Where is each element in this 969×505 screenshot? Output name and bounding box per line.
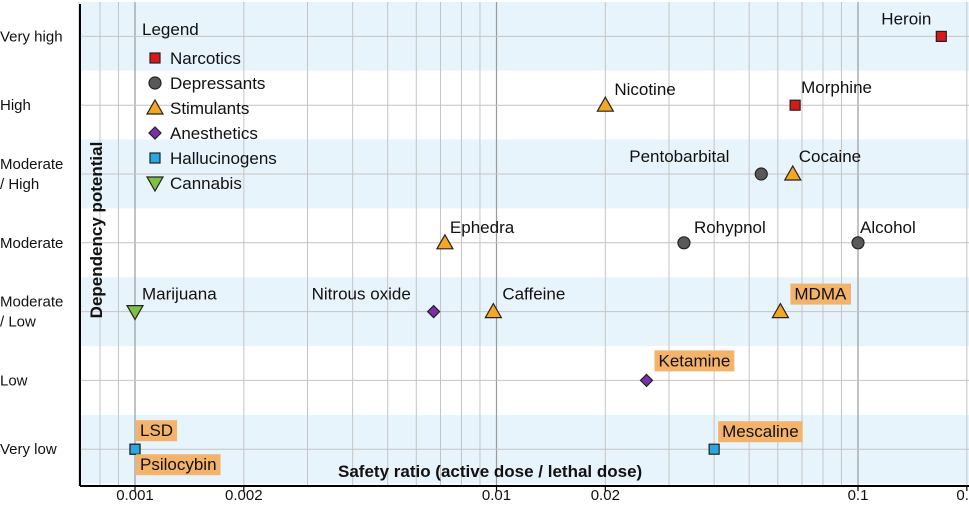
caffeine-marker	[484, 302, 503, 319]
pentobarbital-label: Pentobarbital	[629, 147, 729, 166]
label-highlight	[654, 350, 735, 372]
legend-title: Legend	[142, 20, 199, 39]
marijuana-label: Marijuana	[142, 285, 217, 304]
caffeine-label: Caffeine	[502, 285, 565, 304]
legend-stimulants-marker	[145, 98, 165, 115]
x-tick-label: 0.001	[116, 487, 154, 504]
marijuana-marker	[125, 305, 145, 321]
y-tick-label: Low	[0, 372, 28, 389]
legend-cannabis-marker	[145, 176, 165, 193]
mescaline-label: Mescaline	[722, 422, 799, 441]
mdma-marker	[771, 302, 790, 319]
y-axis-title: Dependency potential	[87, 142, 106, 319]
mdma-label: MDMA	[794, 285, 847, 304]
lsd-label: LSD	[140, 421, 173, 440]
y-tick-label: Moderate	[0, 235, 63, 252]
label-highlight	[136, 454, 221, 476]
nicotine-marker	[596, 95, 615, 112]
legend-cannabis-label: Cannabis	[170, 174, 242, 193]
x-tick-label: 0.02	[591, 487, 620, 504]
x-tick-label: 0.01	[482, 487, 511, 504]
ephedra-label: Ephedra	[450, 218, 515, 237]
legend-depressants-label: Depressants	[170, 74, 265, 93]
legend-narcotics-label: Narcotics	[170, 49, 241, 68]
morphine-marker	[789, 99, 801, 111]
y-tick-label: Moderate / Low	[0, 294, 63, 331]
x-tick-label: 0.2	[956, 487, 969, 504]
label-highlight	[790, 283, 851, 305]
y-tick-label: Very low	[0, 441, 57, 458]
x-tick-label: 0.1	[848, 487, 869, 504]
label-highlight	[718, 421, 803, 443]
axis-ticks: 0.001 0.002 0.01 0.02 0.1 0.2 Very high High Mod…	[0, 28, 969, 504]
psilocybin-marker	[129, 443, 141, 455]
legend-anesthetics-marker	[148, 126, 162, 140]
nitrous-oxide-label: Nitrous oxide	[312, 285, 411, 304]
rohypnol-marker	[677, 236, 691, 250]
alcohol-label: Alcohol	[860, 218, 916, 237]
ketamine-label: Ketamine	[659, 351, 731, 370]
ephedra-marker	[435, 233, 454, 250]
legend-anesthetics-label: Anesthetics	[170, 124, 258, 143]
legend-hallucinogens-marker	[149, 152, 161, 164]
legend-hallucinogens-label: Hallucinogens	[170, 149, 277, 168]
nitrous-oxide-marker	[426, 304, 441, 319]
legend: Legend Narcotics Depressants Stimulants Ane…	[142, 20, 277, 193]
legend-stimulants-label: Stimulants	[170, 99, 249, 118]
rohypnol-label: Rohypnol	[694, 218, 766, 237]
cocaine-label: Cocaine	[799, 147, 861, 166]
legend-narcotics-marker	[149, 52, 161, 64]
heroin-label: Heroin	[881, 9, 931, 28]
ketamine-marker	[639, 373, 654, 388]
heroin-marker	[935, 30, 947, 42]
label-highlight	[136, 420, 178, 442]
pentobarbital-marker	[754, 167, 768, 181]
data-points: Heroin Morphine Pentobarbital Rohypnol Alcoh…	[125, 9, 947, 476]
x-axis-title: Safety ratio (active dose / lethal dose)	[338, 462, 642, 481]
psilocybin-label: Psilocybin	[140, 455, 217, 474]
nicotine-label: Nicotine	[614, 80, 675, 99]
alcohol-marker	[851, 236, 865, 250]
legend-depressants-marker	[148, 76, 162, 90]
y-tick-label: Moderate / High	[0, 156, 63, 193]
cocaine-marker	[783, 164, 802, 181]
morphine-label: Morphine	[801, 78, 872, 97]
y-tick-label: Very high	[0, 28, 63, 45]
y-tick-label: High	[0, 97, 31, 114]
mescaline-marker	[708, 443, 720, 455]
x-tick-label: 0.002	[225, 487, 263, 504]
